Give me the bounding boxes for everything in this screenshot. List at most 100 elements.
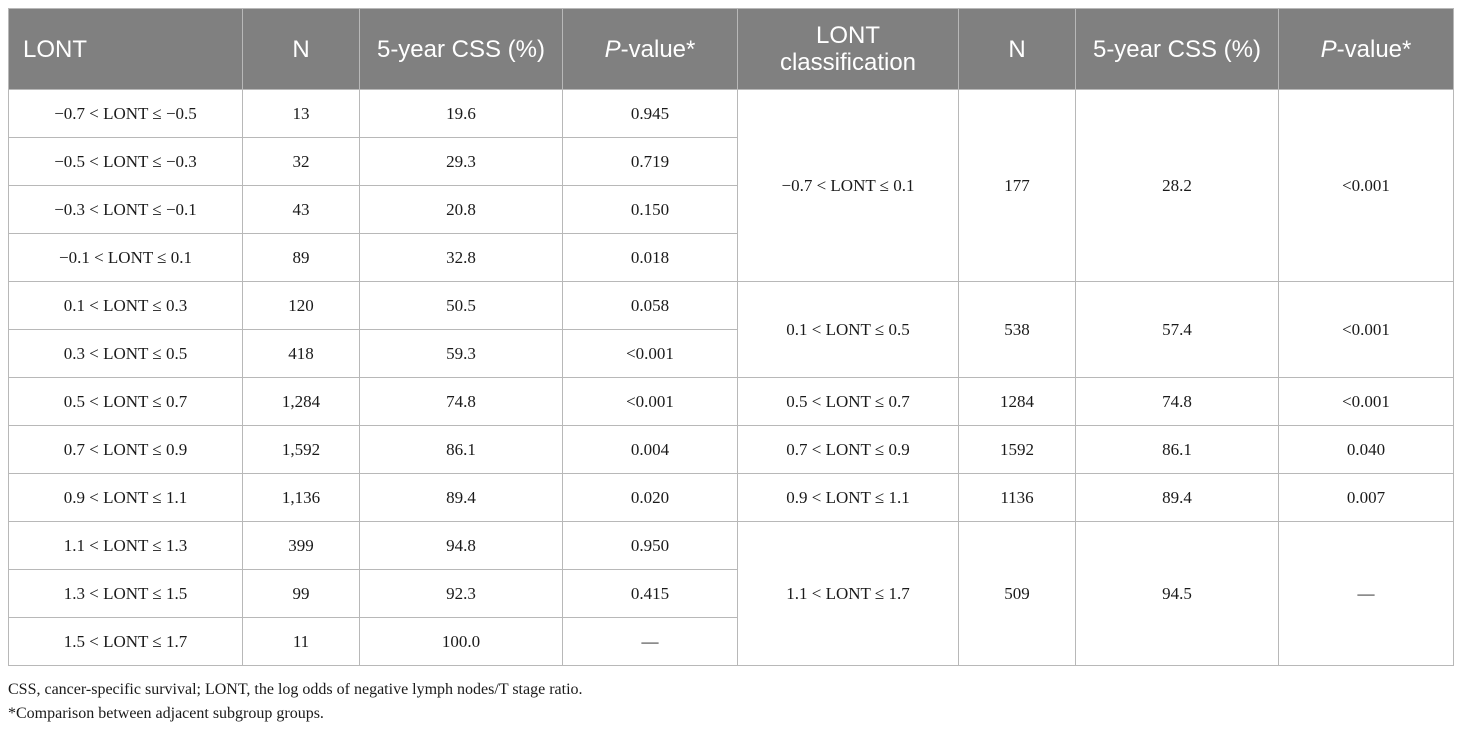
cell-p: 0.950 xyxy=(562,521,738,570)
header-n: N xyxy=(242,8,360,90)
table-row: 1.3 < LONT ≤ 1.5 99 92.3 0.415 xyxy=(8,569,1454,618)
cell-n: 89 xyxy=(242,233,360,282)
table-row: 1.5 < LONT ≤ 1.7 11 100.0 — xyxy=(8,617,1454,666)
cell-group-p: 0.007 xyxy=(1278,473,1454,522)
cell-n: 13 xyxy=(242,89,360,138)
cell-n: 1,592 xyxy=(242,425,360,474)
cell-group-css: 57.4 xyxy=(1075,281,1279,378)
cell-group-css: 86.1 xyxy=(1075,425,1279,474)
cell-n: 1,284 xyxy=(242,377,360,426)
cell-group-p: 0.040 xyxy=(1278,425,1454,474)
cell-css: 92.3 xyxy=(359,569,563,618)
cell-css: 86.1 xyxy=(359,425,563,474)
cell-group-css: 28.2 xyxy=(1075,89,1279,282)
cell-group-p: <0.001 xyxy=(1278,281,1454,378)
cell-n: 418 xyxy=(242,329,360,378)
cell-n: 399 xyxy=(242,521,360,570)
cell-group-p: <0.001 xyxy=(1278,377,1454,426)
cell-lont: 0.5 < LONT ≤ 0.7 xyxy=(8,377,243,426)
cell-lont: 1.5 < LONT ≤ 1.7 xyxy=(8,617,243,666)
header-n-2: N xyxy=(958,8,1076,90)
header-lont: LONT xyxy=(8,8,243,90)
cell-group-n: 1592 xyxy=(958,425,1076,474)
table-row: −0.5 < LONT ≤ −0.3 32 29.3 0.719 xyxy=(8,137,1454,186)
header-p-rest: -value* xyxy=(620,35,696,63)
cell-lont: 1.1 < LONT ≤ 1.3 xyxy=(8,521,243,570)
cell-group-p: — xyxy=(1278,521,1454,666)
cell-css: 74.8 xyxy=(359,377,563,426)
cell-css: 20.8 xyxy=(359,185,563,234)
header-p2-italic: P xyxy=(1320,35,1337,63)
cell-p: <0.001 xyxy=(562,329,738,378)
cell-lont: −0.3 < LONT ≤ −0.1 xyxy=(8,185,243,234)
cell-p: 0.945 xyxy=(562,89,738,138)
cell-css: 59.3 xyxy=(359,329,563,378)
cell-p: <0.001 xyxy=(562,377,738,426)
cell-p: — xyxy=(562,617,738,666)
cell-css: 50.5 xyxy=(359,281,563,330)
cell-p: 0.150 xyxy=(562,185,738,234)
table-row: 0.7 < LONT ≤ 0.9 1,592 86.1 0.004 0.7 < … xyxy=(8,425,1454,474)
cell-group-n: 1284 xyxy=(958,377,1076,426)
header-css-2: 5-year CSS (%) xyxy=(1075,8,1279,90)
cell-css: 19.6 xyxy=(359,89,563,138)
cell-n: 43 xyxy=(242,185,360,234)
table-row: 1.1 < LONT ≤ 1.3 399 94.8 0.950 1.1 < LO… xyxy=(8,521,1454,666)
cell-group-css: 94.5 xyxy=(1075,521,1279,666)
cell-group-n: 177 xyxy=(958,89,1076,282)
cell-group-p: <0.001 xyxy=(1278,89,1454,282)
table-row: −0.7 < LONT ≤ −0.5 13 19.6 0.945 −0.7 < … xyxy=(8,89,1454,282)
cell-group-css: 74.8 xyxy=(1075,377,1279,426)
cell-lont: 0.3 < LONT ≤ 0.5 xyxy=(8,329,243,378)
cell-group-label: 1.1 < LONT ≤ 1.7 xyxy=(737,521,959,666)
cell-lont: 0.7 < LONT ≤ 0.9 xyxy=(8,425,243,474)
cell-lont: −0.1 < LONT ≤ 0.1 xyxy=(8,233,243,282)
cell-p: 0.415 xyxy=(562,569,738,618)
cell-group-n: 509 xyxy=(958,521,1076,666)
cell-lont: −0.7 < LONT ≤ −0.5 xyxy=(8,89,243,138)
cell-css: 100.0 xyxy=(359,617,563,666)
cell-group-label: −0.7 < LONT ≤ 0.1 xyxy=(737,89,959,282)
cell-n: 120 xyxy=(242,281,360,330)
cell-n: 11 xyxy=(242,617,360,666)
table-container: LONT N 5-year CSS (%) P-value* LONT class… xyxy=(8,8,1454,726)
cell-p: 0.020 xyxy=(562,473,738,522)
cell-group-label: 0.1 < LONT ≤ 0.5 xyxy=(737,281,959,378)
header-p2-rest: -value* xyxy=(1336,35,1412,63)
footnote-asterisk: *Comparison between adjacent subgroup gr… xyxy=(8,705,324,722)
cell-n: 99 xyxy=(242,569,360,618)
table-row: 0.3 < LONT ≤ 0.5 418 59.3 <0.001 xyxy=(8,329,1454,378)
cell-p: 0.058 xyxy=(562,281,738,330)
cell-group-n: 538 xyxy=(958,281,1076,378)
cell-lont: 1.3 < LONT ≤ 1.5 xyxy=(8,569,243,618)
cell-group-css: 89.4 xyxy=(1075,473,1279,522)
table-row: 0.9 < LONT ≤ 1.1 1,136 89.4 0.020 0.9 < … xyxy=(8,473,1454,522)
cell-css: 89.4 xyxy=(359,473,563,522)
footnote-abbreviations: CSS, cancer-specific survival; LONT, the… xyxy=(8,681,583,698)
header-css: 5-year CSS (%) xyxy=(359,8,563,90)
table-footnotes: CSS, cancer-specific survival; LONT, the… xyxy=(8,678,1453,726)
cell-group-n: 1136 xyxy=(958,473,1076,522)
table-row: 0.1 < LONT ≤ 0.3 120 50.5 0.058 0.1 < LO… xyxy=(8,281,1454,378)
cell-n: 1,136 xyxy=(242,473,360,522)
cell-css: 32.8 xyxy=(359,233,563,282)
table-row: 0.5 < LONT ≤ 0.7 1,284 74.8 <0.001 0.5 <… xyxy=(8,377,1454,426)
cell-lont: −0.5 < LONT ≤ −0.3 xyxy=(8,137,243,186)
cell-group-label: 0.9 < LONT ≤ 1.1 xyxy=(737,473,959,522)
header-class-line2: classification xyxy=(779,49,917,76)
cell-css: 94.8 xyxy=(359,521,563,570)
header-p-value-2: P-value* xyxy=(1278,8,1454,90)
cell-p: 0.719 xyxy=(562,137,738,186)
header-p-italic: P xyxy=(604,35,621,63)
cell-p: 0.004 xyxy=(562,425,738,474)
table-row: −0.1 < LONT ≤ 0.1 89 32.8 0.018 xyxy=(8,233,1454,282)
cell-n: 32 xyxy=(242,137,360,186)
cell-p: 0.018 xyxy=(562,233,738,282)
cell-group-label: 0.5 < LONT ≤ 0.7 xyxy=(737,377,959,426)
header-row: LONT N 5-year CSS (%) P-value* LONT class… xyxy=(8,8,1454,90)
cell-group-label: 0.7 < LONT ≤ 0.9 xyxy=(737,425,959,474)
cell-css: 29.3 xyxy=(359,137,563,186)
lont-css-table: LONT N 5-year CSS (%) P-value* LONT class… xyxy=(8,8,1454,666)
cell-lont: 0.1 < LONT ≤ 0.3 xyxy=(8,281,243,330)
header-lont-classification: LONT classification xyxy=(737,8,959,90)
